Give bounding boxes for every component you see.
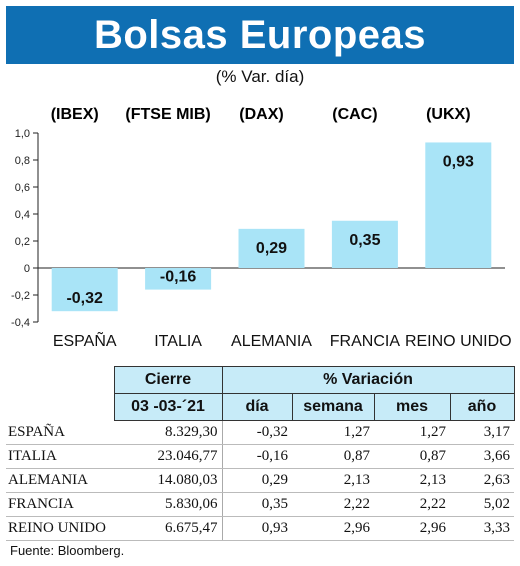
bar <box>238 228 305 268</box>
y-tick-label: -0,2 <box>11 290 30 302</box>
row-country: REINO UNIDO <box>6 516 114 541</box>
subtitle: (% Var. día) <box>215 67 305 86</box>
y-tick-label: -0,4 <box>11 317 30 329</box>
table-cell: 2,96 <box>292 516 374 541</box>
table-cell: 3,66 <box>450 444 515 469</box>
table-cell: 23.046,77 <box>114 444 222 469</box>
bar <box>425 142 492 268</box>
table-corner <box>6 393 114 421</box>
header-semana: semana <box>291 393 375 421</box>
index-label: (CAC) <box>332 106 377 123</box>
table-cell: 1,27 <box>292 420 374 445</box>
header-mes: mes <box>373 393 451 421</box>
header-ano: año <box>449 393 515 421</box>
data-label: 0,93 <box>443 153 474 170</box>
table-cell: 0,29 <box>221 468 292 493</box>
table-cell: 14.080,03 <box>114 468 222 493</box>
category-label: REINO UNIDO <box>405 333 512 350</box>
header-cierre: Cierre <box>113 366 223 394</box>
table-cell: 2,22 <box>374 492 450 517</box>
y-tick-label: 0 <box>24 263 30 275</box>
table-cell: 0,87 <box>374 444 450 469</box>
table-cell: 5,02 <box>450 492 515 517</box>
category-label: FRANCIA <box>330 333 401 350</box>
table-cell: 2,22 <box>292 492 374 517</box>
bar <box>331 220 398 268</box>
y-tick-label: 0,4 <box>15 209 30 221</box>
table-cell: 3,17 <box>450 420 515 445</box>
table-cell: 2,13 <box>292 468 374 493</box>
title-banner: Bolsas Europeas <box>6 6 514 64</box>
table-cell: -0,32 <box>221 420 292 445</box>
row-country: ITALIA <box>6 444 114 469</box>
data-label: 0,29 <box>256 240 287 257</box>
y-tick-label: 0,2 <box>15 236 30 248</box>
bar-chart: (IBEX) (FTSE MIB) (DAX) (CAC) (UKX) 1,0 0,8 0,6… <box>11 106 512 350</box>
index-label: (IBEX) <box>51 106 99 123</box>
y-tick-label: 0,8 <box>15 155 30 167</box>
table-header-row-2: 03 -03-´21 día semana mes año <box>6 393 515 421</box>
table-cell: -0,16 <box>221 444 292 469</box>
header-variacion: % Variación <box>221 366 515 394</box>
bar <box>145 268 212 290</box>
table-cell: 0,93 <box>221 516 292 541</box>
index-label: (FTSE MIB) <box>125 106 210 123</box>
data-label: -0,16 <box>160 269 197 286</box>
y-tick-label: 1,0 <box>15 128 30 140</box>
row-country: ALEMANIA <box>6 468 114 493</box>
data-table: Cierre % Variación 03 -03-´21 día semana… <box>6 366 515 541</box>
table-cell: 0,35 <box>221 492 292 517</box>
table-cell: 2,13 <box>374 468 450 493</box>
table-row: ALEMANIA 14.080,03 0,29 2,13 2,13 2,63 <box>6 468 515 493</box>
table-header-row-1: Cierre % Variación <box>6 366 515 394</box>
table-cell: 3,33 <box>450 516 515 541</box>
table-row: REINO UNIDO 6.675,47 0,93 2,96 2,96 3,33 <box>6 516 515 541</box>
bar <box>51 268 118 312</box>
table-cell: 0,87 <box>292 444 374 469</box>
y-tick-label: 0,6 <box>15 182 30 194</box>
row-country: FRANCIA <box>6 492 114 517</box>
index-label: (DAX) <box>239 106 283 123</box>
table-cell: 6.675,47 <box>114 516 222 541</box>
data-label: 0,35 <box>349 232 380 249</box>
title: Bolsas Europeas <box>93 12 427 57</box>
table-cell: 8.329,30 <box>114 420 222 445</box>
header-dia: día <box>221 393 293 421</box>
category-label: ESPAÑA <box>53 330 117 350</box>
category-label: ALEMANIA <box>231 333 312 350</box>
table-cell: 1,27 <box>374 420 450 445</box>
index-label: (UKX) <box>426 106 470 123</box>
row-country: ESPAÑA <box>6 420 114 445</box>
table-cell: 2,63 <box>450 468 515 493</box>
table-row: ITALIA 23.046,77 -0,16 0,87 0,87 3,66 <box>6 444 515 469</box>
category-label: ITALIA <box>154 333 202 350</box>
table-cell: 5.830,06 <box>114 492 222 517</box>
header-fecha: 03 -03-´21 <box>113 393 223 421</box>
table-cell: 2,96 <box>374 516 450 541</box>
table-row: FRANCIA 5.830,06 0,35 2,22 2,22 5,02 <box>6 492 515 517</box>
source-note: Fuente: Bloomberg. <box>10 543 125 558</box>
table-row: ESPAÑA 8.329,30 -0,32 1,27 1,27 3,17 <box>6 420 515 445</box>
data-label: -0,32 <box>66 290 103 307</box>
table-corner <box>6 366 114 394</box>
